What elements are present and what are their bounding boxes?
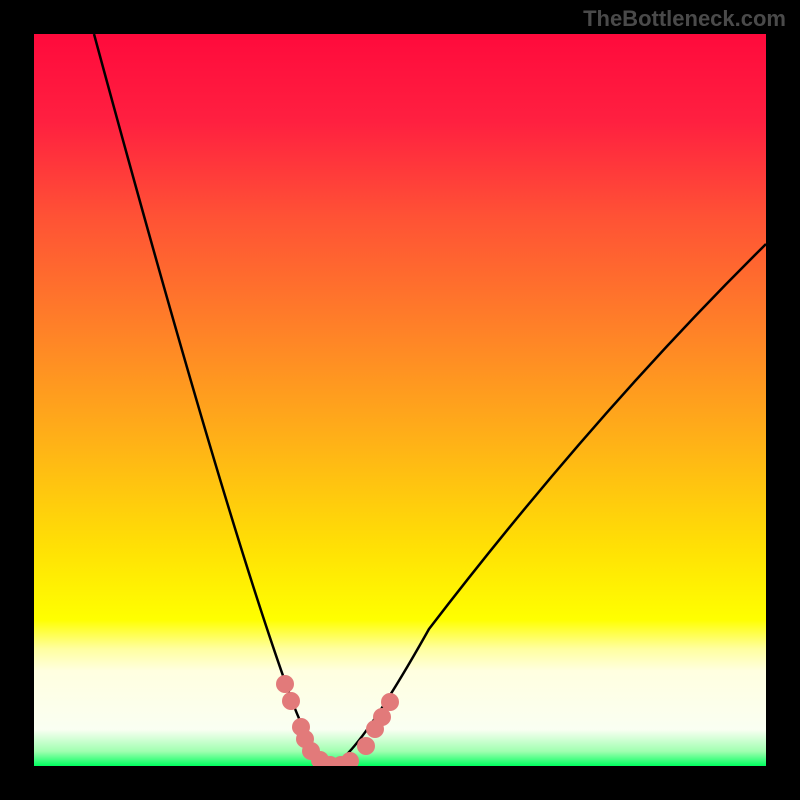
gradient-background [34,34,766,766]
marker-point [282,692,300,710]
watermark-text: TheBottleneck.com [583,6,786,32]
marker-point [357,737,375,755]
chart-svg [34,34,766,766]
marker-point [276,675,294,693]
plot-area [34,34,766,766]
marker-point [381,693,399,711]
